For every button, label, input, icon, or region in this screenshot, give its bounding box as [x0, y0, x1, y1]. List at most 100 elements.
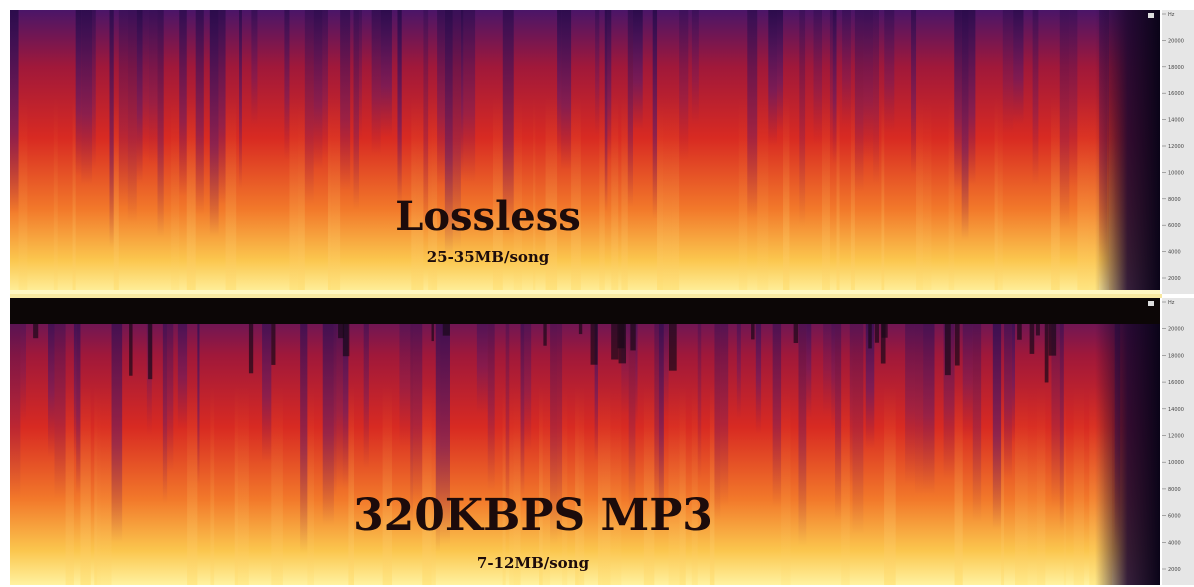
dark-stripe: [322, 298, 334, 525]
bright-stripe: [297, 95, 305, 294]
dark-stripe: [873, 10, 879, 185]
bright-stripe: [581, 384, 585, 585]
dark-stripe: [961, 10, 969, 241]
bright-stripe: [113, 95, 119, 294]
bright-stripe: [841, 384, 850, 585]
dark-stripe: [109, 10, 114, 248]
axis-label: Hz: [1168, 300, 1175, 306]
bright-stripe: [679, 384, 686, 585]
cutoff-spike: [1017, 324, 1022, 340]
bright-stripe: [80, 384, 91, 585]
bright-stripe: [94, 384, 98, 585]
dark-stripe: [594, 298, 598, 463]
dark-stripe: [437, 10, 445, 186]
panel-subtitle: 25-35MB/song: [427, 248, 550, 266]
bright-stripe: [428, 95, 432, 294]
dark-stripe: [829, 10, 833, 161]
cutoff-spike: [342, 324, 350, 357]
axis-label: 10000: [1168, 170, 1184, 176]
axis-label: 20000: [1168, 327, 1184, 333]
dark-stripe: [1059, 10, 1070, 229]
dark-stripe: [911, 10, 917, 175]
dark-stripe: [1011, 298, 1016, 443]
bright-stripe: [571, 95, 581, 294]
dark-stripe: [1002, 10, 1014, 134]
bright-stripe: [542, 384, 551, 585]
dark-stripe: [304, 10, 314, 205]
cutoff-spike: [543, 324, 547, 346]
dark-stripe: [10, 10, 19, 214]
cutoff-spike: [868, 324, 872, 349]
bright-stripe: [411, 95, 417, 294]
dark-stripe: [148, 10, 158, 165]
bright-stripe: [1077, 95, 1089, 294]
cutoff-spike: [1035, 324, 1040, 336]
bright-stripe: [271, 384, 283, 585]
axis-label: 6000: [1168, 514, 1181, 520]
cutoff-spike: [338, 324, 345, 339]
dark-stripe: [73, 298, 77, 458]
dark-stripe: [209, 10, 219, 237]
dark-stripe: [262, 298, 272, 463]
dark-stripe: [968, 10, 976, 185]
dark-stripe: [691, 10, 699, 125]
axis-label: 20000: [1168, 38, 1184, 44]
bright-stripe: [610, 384, 622, 585]
axis-label: 4000: [1168, 250, 1181, 256]
axis-label: 12000: [1168, 434, 1184, 440]
panel-subtitle: 7-12MB/song: [477, 554, 590, 572]
bright-stripe: [575, 384, 579, 585]
dark-stripe: [557, 298, 563, 539]
axis-label: 16000: [1168, 380, 1184, 386]
dark-stripe: [313, 10, 323, 170]
dark-stripe: [1004, 298, 1012, 479]
dark-stripe: [197, 298, 200, 485]
dark-stripe: [423, 10, 429, 233]
dark-stripe: [849, 298, 853, 486]
dark-stripe: [218, 10, 226, 205]
axis-label: 10000: [1168, 460, 1184, 466]
dark-stripe: [798, 298, 807, 546]
dark-stripe: [371, 10, 381, 155]
dark-stripe: [54, 298, 66, 499]
bright-stripe: [350, 384, 355, 585]
dark-stripe: [92, 10, 96, 169]
bright-stripe: [691, 384, 698, 585]
dark-stripe: [806, 298, 812, 419]
panel-icon: [1148, 301, 1154, 306]
bright-stripe: [348, 384, 351, 585]
dark-stripe: [632, 10, 643, 130]
bright-stripe: [916, 95, 923, 294]
axis-label: Hz: [1168, 12, 1175, 18]
dark-stripe: [755, 298, 762, 435]
bright-stripe: [72, 95, 76, 294]
dark-stripe: [736, 298, 741, 419]
dark-stripe: [81, 10, 93, 185]
bright-stripe: [738, 95, 748, 294]
bright-stripe: [1089, 384, 1099, 585]
dark-stripe: [460, 10, 464, 181]
dark-stripe: [463, 10, 476, 183]
cutoff-spike: [617, 324, 625, 349]
bright-stripe: [1036, 384, 1046, 585]
bright-stripe: [757, 95, 769, 294]
bright-stripe: [1018, 384, 1028, 585]
cutoff-spike: [793, 324, 799, 344]
bright-stripe: [850, 95, 855, 294]
bright-stripe: [597, 384, 602, 585]
axis-label: 18000: [1168, 353, 1184, 359]
cutoff-spike: [630, 324, 636, 351]
dark-stripe: [118, 10, 128, 208]
dark-stripe: [658, 298, 664, 528]
bright-stripe: [492, 95, 503, 294]
dark-stripe: [813, 10, 823, 146]
bright-stripe: [621, 95, 628, 294]
bright-stripe: [671, 95, 680, 294]
bright-stripe: [539, 384, 543, 585]
cutoff-spike: [611, 324, 619, 360]
bright-stripe: [668, 384, 680, 585]
panel-icon: [1148, 13, 1154, 18]
dark-stripe: [177, 298, 188, 430]
dark-stripe: [679, 10, 689, 161]
bright-stripe: [331, 95, 341, 294]
